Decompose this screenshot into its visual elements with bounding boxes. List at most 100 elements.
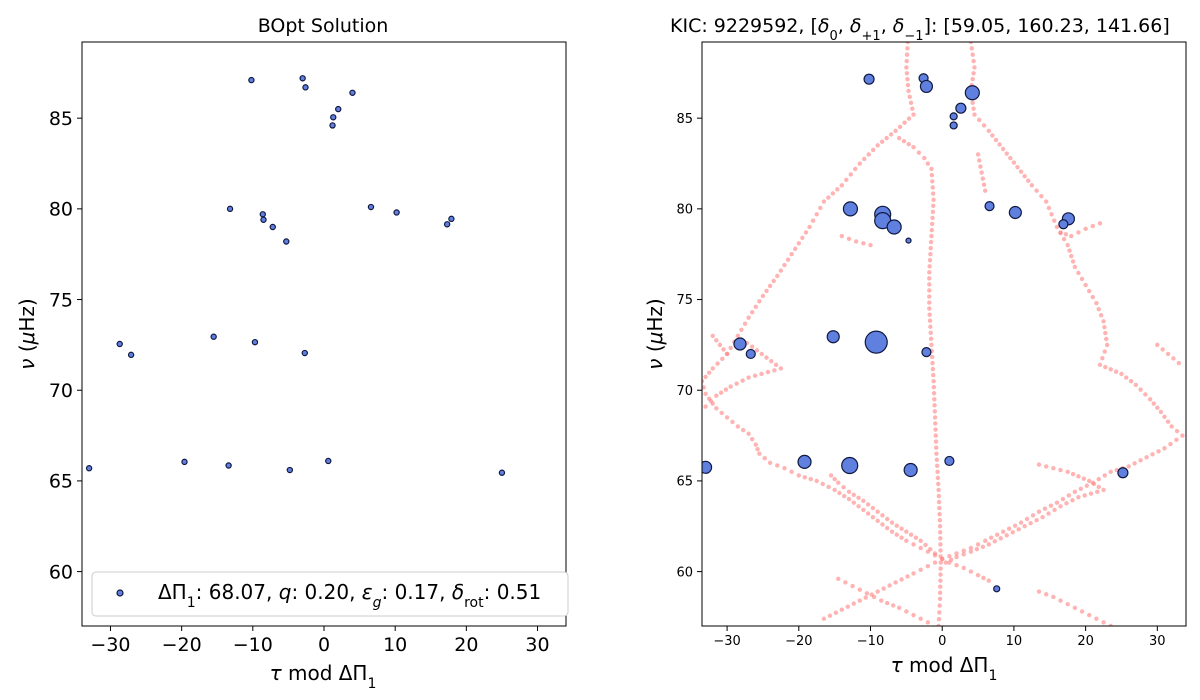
model-point — [938, 566, 943, 571]
x-tick-label: −30 — [90, 634, 130, 656]
model-point — [904, 609, 909, 614]
data-point — [498, 469, 506, 476]
model-point — [875, 509, 880, 514]
model-point — [978, 164, 983, 169]
data-point — [286, 466, 294, 474]
model-point — [932, 397, 937, 402]
model-point — [1076, 474, 1081, 479]
model-point — [993, 137, 999, 143]
x-tick-label: 20 — [454, 634, 478, 656]
model-point — [703, 374, 708, 380]
model-point — [1108, 623, 1113, 626]
model-point — [1012, 523, 1018, 528]
model-point — [846, 236, 852, 241]
model-point — [1143, 392, 1148, 397]
data-point — [283, 238, 290, 245]
model-point — [785, 257, 791, 262]
model-point — [927, 294, 932, 299]
model-point — [968, 42, 974, 45]
model-point — [762, 456, 767, 461]
model-point — [757, 451, 762, 456]
observed-point — [826, 330, 840, 344]
model-point — [1128, 378, 1134, 384]
observed-point — [745, 348, 756, 360]
model-point — [1155, 405, 1160, 410]
right-x-axis-label: τ mod ΔΠ1 — [891, 653, 998, 684]
model-point — [1022, 174, 1027, 179]
model-point — [1054, 500, 1060, 505]
model-point — [864, 591, 870, 596]
model-point — [769, 359, 774, 364]
model-point — [1083, 226, 1088, 232]
model-point — [969, 46, 974, 51]
model-point — [730, 419, 735, 425]
model-point — [741, 427, 746, 433]
model-point — [1076, 495, 1081, 500]
model-point — [1065, 602, 1070, 607]
model-point — [928, 324, 933, 329]
model-point — [1104, 342, 1110, 348]
model-point — [879, 139, 885, 144]
y-tick-label: 70 — [676, 384, 693, 399]
model-point — [928, 239, 934, 245]
model-point — [1052, 507, 1057, 513]
model-point — [916, 150, 922, 155]
model-point — [1063, 232, 1069, 237]
model-point — [904, 52, 910, 57]
model-point — [845, 604, 850, 609]
y-tick-label: 70 — [49, 380, 73, 402]
model-point — [934, 457, 940, 462]
model-point — [911, 612, 916, 618]
model-point — [839, 607, 845, 612]
model-point — [905, 42, 910, 45]
legend-box — [91, 571, 569, 617]
model-point — [754, 348, 760, 353]
x-tick-label: −20 — [162, 634, 202, 656]
model-point — [865, 511, 871, 516]
model-point — [933, 439, 939, 444]
x-tick-label: 30 — [1149, 634, 1166, 649]
model-point — [904, 538, 909, 543]
model-point — [880, 513, 885, 518]
model-point — [929, 221, 935, 227]
model-point — [1004, 533, 1009, 538]
model-point — [896, 605, 902, 611]
model-point — [746, 431, 751, 436]
data-point — [116, 340, 123, 348]
model-point — [934, 451, 939, 456]
model-point — [764, 355, 769, 360]
observed-point — [797, 454, 812, 469]
model-point — [714, 338, 719, 343]
model-point — [749, 310, 755, 315]
model-point — [954, 563, 959, 568]
model-point — [925, 161, 931, 166]
model-point — [1034, 518, 1039, 523]
model-point — [1174, 428, 1180, 434]
model-point — [918, 538, 923, 543]
model-point — [875, 589, 880, 594]
model-point — [1108, 469, 1113, 475]
data-point — [349, 89, 356, 96]
y-tick-label: 80 — [49, 199, 73, 221]
x-tick-label: 10 — [383, 634, 407, 656]
model-point — [972, 112, 977, 117]
model-point — [980, 176, 986, 181]
model-point — [911, 542, 916, 547]
model-point — [1090, 223, 1095, 229]
model-point — [1102, 349, 1107, 354]
model-point — [782, 466, 787, 471]
model-point — [821, 199, 827, 204]
model-point — [800, 235, 805, 241]
model-point — [899, 577, 904, 582]
model-point — [1119, 371, 1124, 377]
model-point — [927, 288, 932, 293]
model-point — [1051, 594, 1056, 600]
model-point — [905, 574, 910, 579]
model-point — [870, 147, 876, 153]
model-point — [832, 476, 837, 482]
model-point — [837, 490, 842, 496]
model-point — [1088, 491, 1094, 496]
model-point — [721, 347, 726, 352]
model-point — [1069, 233, 1074, 239]
observed-point — [864, 330, 888, 354]
